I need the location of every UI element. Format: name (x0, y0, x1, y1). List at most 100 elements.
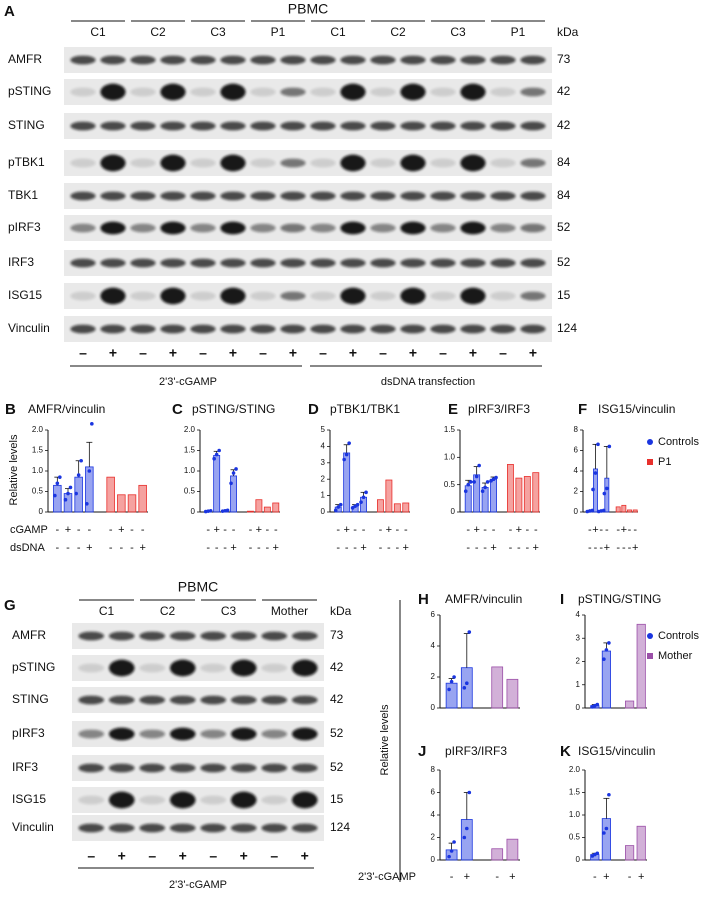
band (250, 121, 276, 131)
bar (385, 479, 393, 513)
band (261, 763, 288, 773)
band (280, 87, 306, 97)
band (230, 659, 257, 677)
data-point (58, 475, 62, 479)
treatment-sign: – (209, 848, 217, 864)
data-point (485, 480, 490, 484)
band (370, 258, 396, 268)
treatment-sign: – (499, 345, 507, 361)
x-sign: - (525, 524, 529, 536)
band (200, 729, 227, 739)
x-sign: - (345, 542, 349, 554)
band (100, 324, 126, 334)
data-point (90, 422, 94, 426)
x-sign: + (86, 542, 92, 554)
band (70, 191, 96, 201)
data-point (483, 485, 487, 490)
band (169, 823, 196, 833)
band (490, 55, 516, 65)
band (78, 695, 105, 705)
bar (117, 494, 126, 513)
data-point (447, 687, 451, 692)
chart-title: AMFR/vinculin (445, 592, 522, 606)
x-sign: - (223, 542, 227, 554)
band (261, 729, 288, 739)
band (340, 287, 366, 305)
band (370, 191, 396, 201)
x-sign: - (594, 542, 598, 554)
x-sign: + (592, 524, 598, 536)
band (400, 258, 426, 268)
band (190, 121, 216, 131)
data-point (342, 457, 346, 462)
bar (491, 848, 504, 861)
band (460, 287, 486, 305)
treatment-sign: + (118, 848, 126, 864)
x-sign: - (274, 524, 278, 536)
band (200, 631, 227, 641)
band (460, 221, 486, 235)
band (340, 221, 366, 235)
band (220, 287, 246, 305)
band (220, 83, 246, 101)
x-row-label: 2'3'-cGAMP (358, 871, 416, 883)
y-tick-label: 1.0 (569, 810, 581, 819)
data-point (477, 463, 481, 468)
band (520, 223, 546, 233)
band (250, 191, 276, 201)
band (280, 158, 306, 168)
row-label: STING (12, 692, 49, 706)
x-sign: - (119, 542, 123, 554)
panel-letter: H (418, 591, 429, 608)
x-sign: - (66, 542, 70, 554)
data-point (229, 481, 233, 486)
y-tick-label: 2.0 (184, 425, 196, 434)
kda-value: 42 (330, 692, 344, 706)
band (130, 291, 156, 301)
x-sign: + (256, 524, 262, 536)
x-sign: - (206, 524, 210, 536)
x-sign: - (395, 524, 399, 536)
group-label: C1 (330, 25, 346, 39)
bar (272, 502, 280, 513)
band (340, 324, 366, 334)
x-sign: + (621, 524, 627, 536)
bar (53, 484, 62, 513)
band (430, 191, 456, 201)
kda-value: 42 (557, 84, 571, 98)
y-tick-label: 0 (39, 507, 44, 516)
data-point (63, 497, 68, 502)
kda-value: 124 (557, 321, 577, 335)
x-sign: - (353, 542, 357, 554)
y-tick-label: 0 (431, 855, 436, 864)
kda-value: 84 (557, 155, 571, 169)
band (250, 324, 276, 334)
y-tick-label: 1.5 (32, 446, 44, 455)
y-tick-label: 6 (431, 610, 436, 619)
group-label: C3 (221, 604, 237, 618)
treatment-sign: – (319, 345, 327, 361)
bar (106, 476, 115, 513)
band (130, 258, 156, 268)
x-sign: - (525, 542, 529, 554)
band (460, 121, 486, 131)
band (70, 121, 96, 131)
panel-letter: E (448, 401, 458, 418)
band (190, 87, 216, 97)
data-point (55, 481, 60, 486)
treatment-sign: + (179, 848, 187, 864)
band (100, 191, 126, 201)
x-sign: - (622, 542, 626, 554)
band (430, 291, 456, 301)
band (160, 191, 186, 201)
band (108, 727, 135, 741)
data-point (462, 686, 467, 690)
y-tick-label: 1 (321, 491, 326, 500)
x-sign: + (638, 871, 644, 883)
band (400, 83, 426, 101)
band (340, 55, 366, 65)
band (400, 55, 426, 65)
x-sign: + (213, 524, 219, 536)
kda-value: 73 (330, 628, 344, 642)
data-point (607, 641, 611, 645)
